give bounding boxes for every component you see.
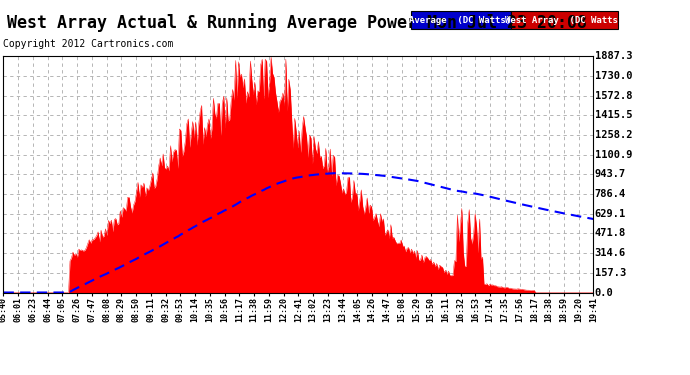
Text: 471.8: 471.8 <box>595 228 626 238</box>
Text: 1415.5: 1415.5 <box>595 110 632 120</box>
Text: Copyright 2012 Cartronics.com: Copyright 2012 Cartronics.com <box>3 39 174 50</box>
Text: 1258.2: 1258.2 <box>595 130 632 140</box>
Text: Average  (DC Watts): Average (DC Watts) <box>409 16 511 25</box>
Text: 1572.8: 1572.8 <box>595 91 632 101</box>
Text: West Array  (DC Watts): West Array (DC Watts) <box>504 16 623 25</box>
Text: 157.3: 157.3 <box>595 268 626 278</box>
Text: 786.4: 786.4 <box>595 189 626 199</box>
Text: 629.1: 629.1 <box>595 209 626 219</box>
Text: 1887.3: 1887.3 <box>595 51 632 61</box>
Text: 943.7: 943.7 <box>595 170 626 179</box>
Text: 1730.0: 1730.0 <box>595 71 632 81</box>
Text: 0.0: 0.0 <box>595 288 613 297</box>
Text: 314.6: 314.6 <box>595 248 626 258</box>
Text: 1100.9: 1100.9 <box>595 150 632 160</box>
Text: West Array Actual & Running Average Power Mon Jul 23 20:08: West Array Actual & Running Average Powe… <box>7 13 586 32</box>
